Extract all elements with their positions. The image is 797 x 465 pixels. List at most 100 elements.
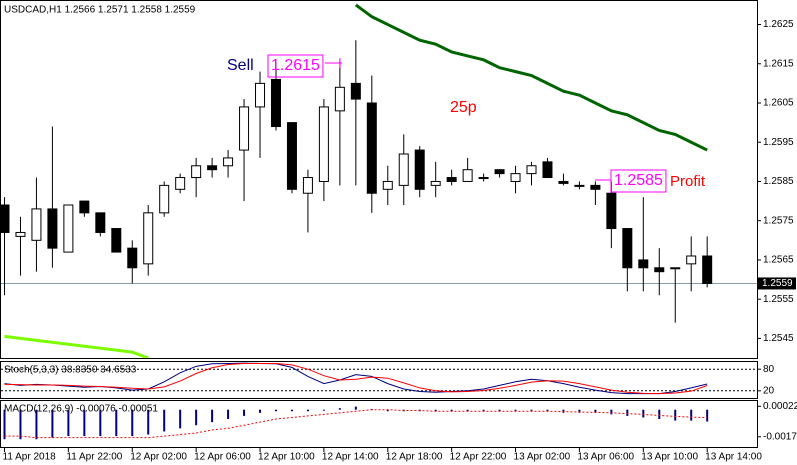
macd-bar (578, 409, 581, 413)
candle-body (15, 231, 26, 237)
y-tick-label: 80 (763, 364, 775, 375)
macd (3, 406, 709, 440)
candle-body (526, 165, 537, 175)
macd-bar (51, 409, 54, 438)
candle-body (430, 180, 441, 186)
macd-bar (450, 409, 453, 412)
stoch-title: Stoch(5,3,3) 38.8350 34.6533 (4, 365, 137, 376)
candle-body (478, 177, 489, 180)
candle-body (111, 228, 122, 253)
candle-body (574, 184, 585, 187)
x-tick-label: 11 Apr 22:00 (66, 452, 122, 463)
x-tick-label: 13 Apr 10:00 (641, 452, 698, 463)
candle-body (590, 184, 601, 190)
macd-bar (35, 409, 38, 440)
candle-body (1, 204, 10, 233)
y-tick-label: 1.2625 (763, 19, 794, 30)
candle-body (462, 169, 473, 182)
y-tick-label: -0.00174 (763, 431, 797, 442)
candle-body (270, 78, 281, 128)
annotation: Profit (670, 173, 706, 190)
candle-body (686, 255, 697, 265)
macd-bar (610, 409, 613, 415)
macd-bar (67, 409, 70, 437)
candle-body (95, 212, 106, 233)
macd-title: MACD(12,26,9) -0.00076 -0.00051 (4, 404, 158, 415)
macd-bar (674, 409, 677, 421)
macd-bar (115, 409, 118, 437)
stoch-line (4, 362, 708, 395)
x-tick-label: 12 Apr 14:00 (322, 452, 379, 463)
macd-signal (4, 409, 708, 439)
candle-body (510, 173, 521, 182)
x-tick-label: 12 Apr 02:00 (130, 452, 187, 463)
y-tick-label: 1.2605 (763, 98, 794, 109)
candle-body (366, 102, 377, 194)
macd-bar (386, 409, 389, 412)
stoch-panel-frame (0, 361, 758, 399)
chart-title: USDCAD,H1 1.2566 1.2571 1.2558 1.2559 (4, 5, 196, 16)
macd-bar (179, 409, 182, 429)
y-tick-label: 1.2555 (763, 294, 794, 305)
macd-bar (594, 409, 597, 413)
macd-panel-frame (0, 400, 758, 448)
candle-body (654, 267, 665, 273)
macd-bar (706, 409, 709, 422)
candle-body (542, 161, 553, 179)
y-tick-label: 1.2545 (763, 333, 794, 344)
macd-bar (306, 409, 309, 412)
macd-bar (274, 409, 277, 412)
candle-body (622, 228, 633, 269)
y-tick-label: 20 (763, 385, 775, 396)
macd-bar (546, 409, 549, 412)
y-tick-label: 1.2595 (763, 137, 794, 148)
stoch (1, 362, 757, 395)
annotation: 1.2615 (271, 57, 320, 74)
candle-body (382, 180, 393, 190)
candle-body (47, 208, 58, 249)
moving-average (4, 334, 149, 358)
y-tick-label: 0.00022 (763, 401, 797, 412)
candle-body (191, 165, 202, 179)
last-price-box (758, 277, 796, 290)
y-tick-label: 1.2575 (763, 215, 794, 226)
x-tick-label: 12 Apr 10:00 (258, 452, 315, 463)
candles (1, 3, 757, 358)
annotation-box (610, 169, 667, 193)
candle-body (175, 177, 186, 190)
x-tick-label: 12 Apr 22:00 (450, 452, 507, 463)
candle-body (255, 82, 266, 108)
candle-body (494, 169, 505, 175)
macd-bar (338, 408, 341, 410)
macd-bar (466, 409, 469, 412)
candle-body (334, 86, 345, 112)
candle-body (318, 106, 329, 182)
x-tick-label: 13 Apr 14:00 (705, 452, 762, 463)
candle-body (79, 200, 90, 214)
candle-body (127, 247, 138, 269)
macd-bar (482, 409, 485, 412)
candle-body (606, 192, 617, 230)
x-tick-label: 12 Apr 18:00 (386, 452, 443, 463)
candle-body (558, 180, 569, 184)
macd-bar (259, 409, 262, 413)
candle-body (398, 153, 409, 186)
x-tick-label: 11 Apr 2018 (3, 452, 57, 463)
annotation: Sell (227, 57, 254, 74)
candle-body (350, 82, 361, 100)
annotation: 25p (450, 99, 477, 116)
macd-bar (626, 409, 629, 416)
macd-bar (690, 409, 693, 421)
macd-bar (19, 409, 22, 440)
candle-body (446, 177, 457, 182)
candle-body (159, 184, 170, 214)
x-tick-label: 13 Apr 02:00 (514, 452, 571, 463)
annotation-box (267, 54, 324, 78)
x-tick-label: 13 Apr 06:00 (577, 452, 634, 463)
candle-body (302, 177, 313, 194)
macd-bar (498, 409, 501, 412)
macd-bar (642, 409, 645, 418)
moving-average (354, 3, 708, 152)
stoch-line (4, 362, 708, 395)
candle-body (31, 208, 42, 241)
